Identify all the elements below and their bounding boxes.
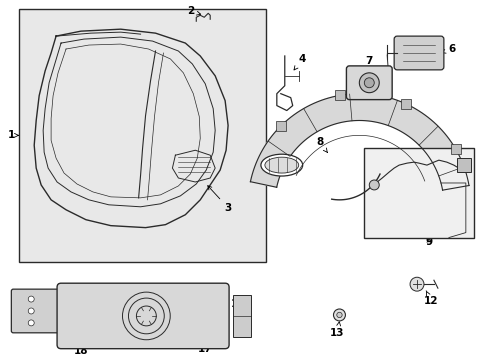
Circle shape bbox=[337, 312, 342, 318]
Ellipse shape bbox=[265, 157, 299, 173]
Text: 4: 4 bbox=[294, 54, 306, 70]
FancyBboxPatch shape bbox=[57, 283, 229, 349]
Polygon shape bbox=[250, 94, 469, 190]
Text: 6: 6 bbox=[442, 44, 455, 54]
Circle shape bbox=[369, 180, 379, 190]
Circle shape bbox=[410, 277, 424, 291]
Text: 8: 8 bbox=[316, 137, 327, 152]
Bar bbox=[335, 90, 345, 100]
Text: 10: 10 bbox=[377, 202, 392, 212]
Text: 14: 14 bbox=[81, 297, 98, 312]
Bar bbox=[276, 121, 286, 131]
Bar bbox=[457, 158, 471, 172]
Bar bbox=[233, 295, 251, 337]
Text: 5: 5 bbox=[276, 145, 283, 159]
Bar bbox=[401, 99, 412, 109]
Circle shape bbox=[28, 320, 34, 326]
Bar bbox=[451, 144, 461, 154]
Text: 12: 12 bbox=[424, 291, 438, 306]
Text: 16: 16 bbox=[231, 296, 245, 309]
FancyBboxPatch shape bbox=[394, 36, 444, 70]
Bar bbox=[365, 148, 474, 238]
Text: 13: 13 bbox=[330, 322, 345, 338]
Circle shape bbox=[359, 73, 379, 93]
Text: 3: 3 bbox=[208, 186, 232, 213]
Text: 17: 17 bbox=[193, 344, 213, 354]
Ellipse shape bbox=[261, 154, 303, 176]
Bar bbox=[19, 9, 266, 262]
Text: 1: 1 bbox=[8, 130, 15, 140]
FancyBboxPatch shape bbox=[346, 66, 392, 100]
Text: 11: 11 bbox=[452, 222, 472, 233]
Circle shape bbox=[365, 78, 374, 88]
Text: 18: 18 bbox=[74, 346, 88, 356]
Circle shape bbox=[28, 296, 34, 302]
Circle shape bbox=[334, 309, 345, 321]
Text: 9: 9 bbox=[425, 237, 433, 247]
Text: 2: 2 bbox=[187, 6, 201, 16]
Text: 7: 7 bbox=[366, 56, 373, 72]
Circle shape bbox=[28, 308, 34, 314]
FancyBboxPatch shape bbox=[11, 289, 59, 333]
Text: 15: 15 bbox=[18, 304, 32, 314]
